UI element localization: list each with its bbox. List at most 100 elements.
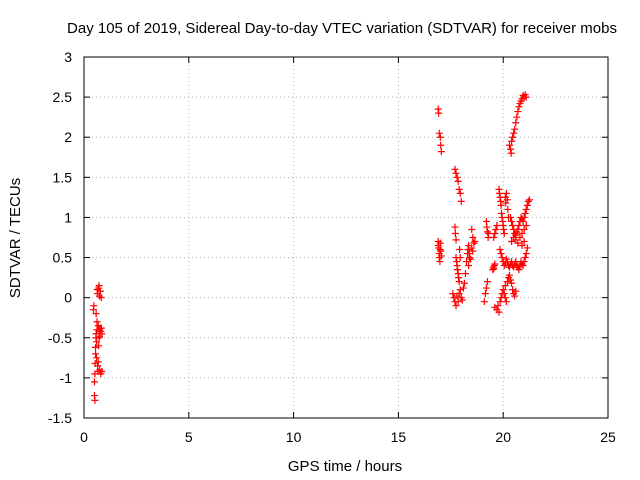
data-point xyxy=(498,209,506,217)
data-point xyxy=(495,308,503,316)
data-point xyxy=(523,244,531,252)
data-point xyxy=(485,229,493,237)
y-tick-label: 0 xyxy=(64,290,72,306)
data-point xyxy=(521,254,529,262)
data-point xyxy=(456,246,464,254)
data-point xyxy=(459,284,467,292)
y-axis-label: SDTVAR / TECUs xyxy=(7,178,24,298)
data-point xyxy=(92,310,100,318)
data-point xyxy=(451,223,459,231)
data-point xyxy=(455,290,463,298)
data-point xyxy=(490,265,498,273)
data-point xyxy=(95,334,103,342)
data-point xyxy=(492,225,500,233)
data-point xyxy=(452,236,460,244)
data-point xyxy=(455,278,463,286)
data-point xyxy=(512,287,520,295)
data-point xyxy=(512,119,520,127)
data-point xyxy=(505,271,513,279)
data-point xyxy=(501,282,509,290)
data-point xyxy=(490,234,498,241)
data-point xyxy=(461,270,469,278)
data-point xyxy=(457,197,465,205)
y-tick-label: 2.5 xyxy=(53,89,73,105)
plot-area xyxy=(83,56,609,419)
data-point xyxy=(93,318,101,326)
data-point xyxy=(93,354,101,362)
data-point xyxy=(451,229,459,237)
data-point xyxy=(464,246,472,254)
data-point xyxy=(515,266,523,274)
data-point xyxy=(97,294,105,302)
x-axis-ticks: 0 5 10 15 20 25 xyxy=(80,57,616,445)
data-point xyxy=(500,229,508,237)
data-point xyxy=(521,209,529,217)
data-point xyxy=(507,213,515,221)
data-point xyxy=(509,286,517,294)
data-point xyxy=(435,129,443,137)
grid xyxy=(84,57,608,418)
data-point xyxy=(489,263,497,271)
data-point xyxy=(495,189,503,197)
data-point xyxy=(454,266,462,274)
data-point xyxy=(467,255,475,263)
chart-title: Day 105 of 2019, Sidereal Day-to-day VTE… xyxy=(67,20,617,37)
data-point xyxy=(509,221,517,229)
data-point xyxy=(469,247,477,255)
data-point xyxy=(452,302,460,310)
data-point xyxy=(508,217,516,225)
data-point xyxy=(95,282,103,290)
y-tick-label: 2 xyxy=(64,129,72,145)
data-point xyxy=(502,199,510,207)
data-point xyxy=(508,137,516,145)
data-point xyxy=(511,125,519,133)
x-tick-label: 15 xyxy=(391,429,407,445)
data-point xyxy=(520,258,528,266)
data-point xyxy=(520,225,528,233)
x-tick-label: 25 xyxy=(600,429,616,445)
data-point xyxy=(466,254,474,262)
data-point xyxy=(500,290,508,298)
data-point xyxy=(92,350,100,358)
data-point xyxy=(522,250,530,258)
data-point xyxy=(515,221,523,229)
data-point xyxy=(502,298,510,306)
data-point xyxy=(468,244,476,252)
data-point xyxy=(463,258,471,266)
data-point xyxy=(520,238,528,246)
y-tick-label: 3 xyxy=(64,49,72,65)
data-point xyxy=(449,290,457,298)
data-point xyxy=(98,330,106,338)
data-point xyxy=(458,296,466,304)
x-tick-label: 0 xyxy=(80,429,88,445)
data-point xyxy=(92,343,100,351)
data-point xyxy=(450,294,458,302)
data-point xyxy=(522,221,530,229)
data-point xyxy=(507,145,515,153)
plot-border xyxy=(83,56,609,419)
data-point xyxy=(498,213,506,221)
data-point xyxy=(483,278,491,286)
data-point xyxy=(454,177,462,185)
data-point xyxy=(483,223,491,231)
data-point xyxy=(491,260,499,268)
data-points xyxy=(89,91,533,404)
data-point xyxy=(437,148,445,156)
data-point xyxy=(522,93,530,101)
data-point xyxy=(505,141,513,149)
data-point xyxy=(436,133,444,141)
data-point xyxy=(514,225,522,233)
y-tick-label: 0.5 xyxy=(53,250,73,266)
data-point xyxy=(90,302,98,310)
data-point xyxy=(468,225,476,233)
data-point xyxy=(480,298,488,306)
data-point xyxy=(498,254,506,262)
data-point xyxy=(91,396,99,404)
data-point xyxy=(96,292,104,300)
data-point xyxy=(456,254,464,262)
data-point xyxy=(502,189,510,197)
data-point xyxy=(507,276,515,284)
data-point xyxy=(460,279,468,287)
x-tick-label: 20 xyxy=(495,429,511,445)
